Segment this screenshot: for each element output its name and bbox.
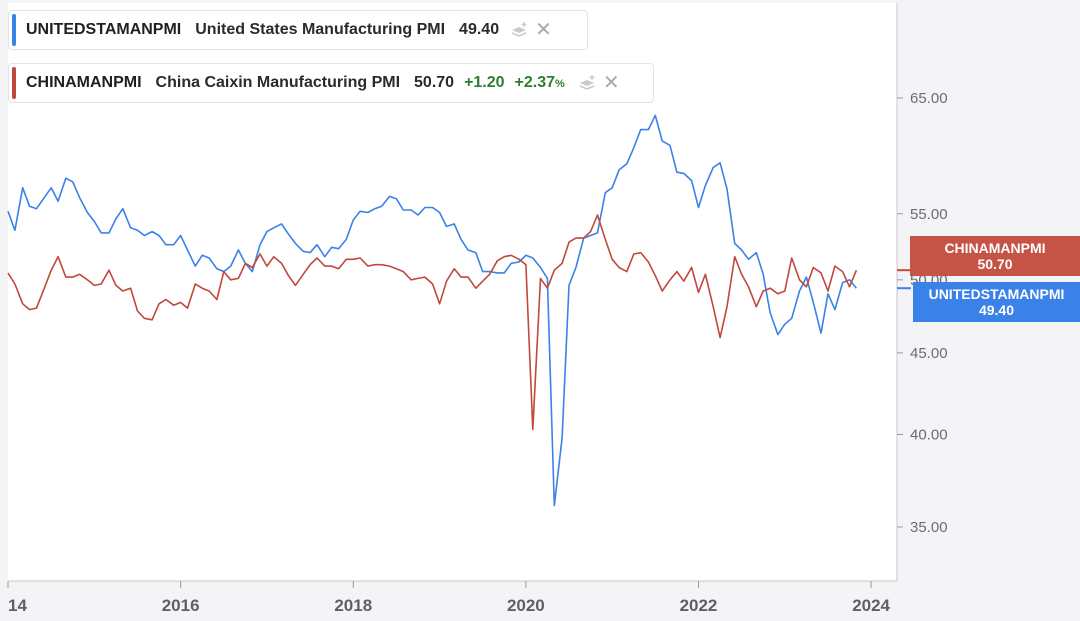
legend-us-symbol[interactable]: UNITEDSTAMANPMI (26, 21, 182, 38)
layers-icon[interactable] (577, 73, 597, 93)
x-tick-label: 2018 (334, 596, 372, 615)
legend-china-change-pct: +2.37% (515, 74, 565, 92)
series-line-chinamanpmi[interactable] (7, 214, 858, 431)
y-tick-label: 45.00 (910, 345, 948, 362)
legend-us-value: 49.40 (459, 21, 500, 38)
x-tick-label: 2022 (680, 596, 718, 615)
close-icon[interactable]: ✕ (602, 72, 620, 94)
series-line-unitedstamanpmi[interactable] (7, 114, 858, 507)
y-tick-label: 35.00 (910, 519, 948, 536)
x-tick-label: 2020 (507, 596, 545, 615)
price-tag-us-label: UNITEDSTAMANPMI (928, 286, 1065, 302)
legend-china-change: +1.20 (464, 74, 505, 91)
y-tick-label: 40.00 (910, 426, 948, 443)
price-tag-us-value: 49.40 (978, 302, 1015, 318)
layers-icon[interactable] (509, 20, 529, 40)
legend-china[interactable]: CHINAMANPMI China Caixin Manufacturing P… (8, 63, 654, 103)
close-icon[interactable]: ✕ (535, 19, 552, 41)
legend-us-color-bar (12, 14, 16, 46)
price-tag-china-value: 50.70 (977, 256, 1013, 272)
legend-us-name: United States Manufacturing PMI (195, 21, 446, 38)
legend-china-name: China Caixin Manufacturing PMI (155, 74, 401, 91)
percent-suffix: % (555, 78, 565, 90)
price-tag-china-label: CHINAMANPMI (944, 240, 1046, 256)
price-tag-us: UNITEDSTAMANPMI 49.40 (913, 282, 1080, 322)
legend-china-color-bar (12, 67, 16, 99)
legend-china-change-pct-value: +2.37 (514, 74, 556, 91)
x-tick-label: 2024 (852, 596, 890, 615)
legend-china-value: 50.70 (414, 74, 455, 91)
legend-china-symbol[interactable]: CHINAMANPMI (26, 74, 142, 91)
y-tick-label: 55.00 (910, 206, 948, 223)
legend-us[interactable]: UNITEDSTAMANPMI United States Manufactur… (8, 10, 588, 50)
x-tick-label: 14 (8, 596, 27, 615)
x-tick-label: 2016 (162, 596, 200, 615)
price-tag-china: CHINAMANPMI 50.70 (910, 236, 1080, 276)
y-tick-label: 65.00 (910, 90, 948, 107)
